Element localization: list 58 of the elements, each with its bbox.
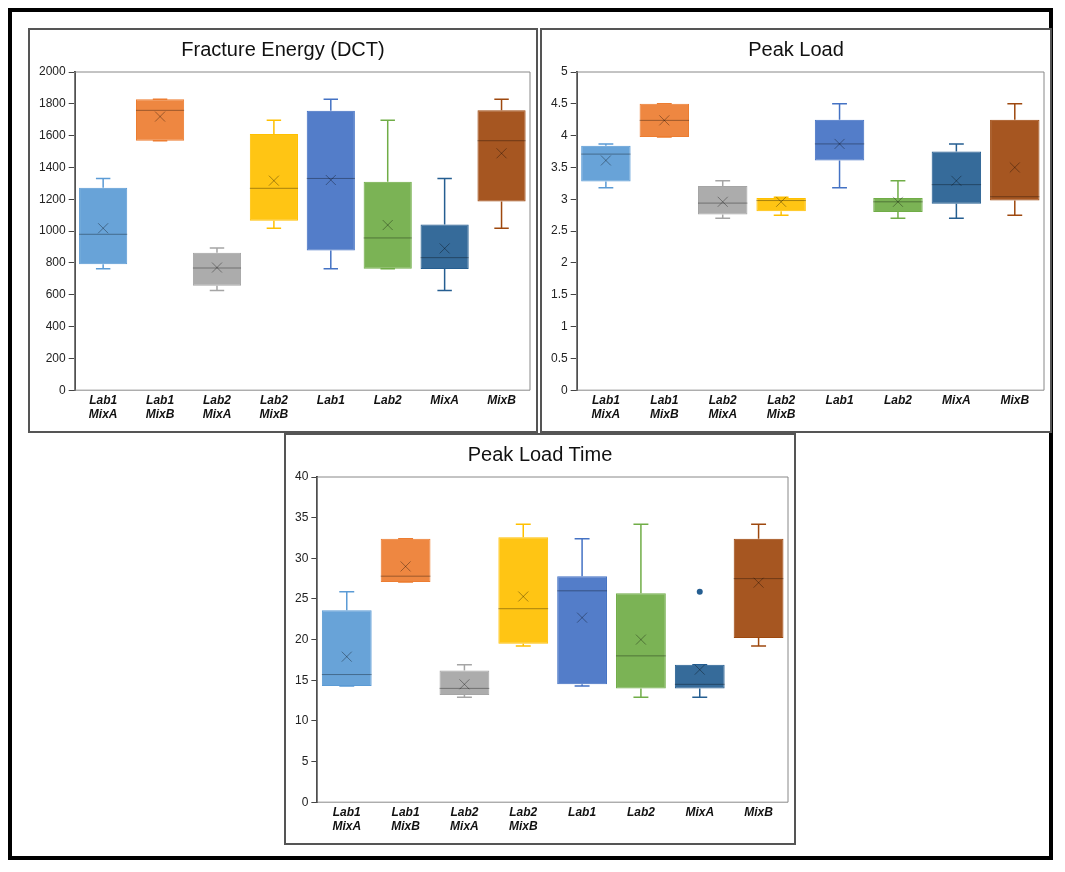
x-tick-label: MixA (430, 392, 459, 407)
x-tick-label: Lab2 MixB (259, 392, 289, 422)
y-tick-label: 2000 (38, 64, 67, 79)
x-tick-label: MixB (744, 804, 774, 819)
y-tick-label: 0.5 (550, 350, 568, 365)
x-tick-label: Lab2 MixA (450, 804, 479, 834)
x-tick-label: Lab2 MixB (766, 392, 796, 422)
x-tick-label: Lab1 MixA (591, 392, 621, 422)
x-tick-label: Lab1 (568, 804, 597, 819)
y-tick-label: 1 (560, 318, 568, 333)
y-tick-label: 1.5 (550, 287, 568, 302)
x-tick-label: Lab1 MixA (88, 392, 118, 422)
y-tick-label: 20 (294, 631, 309, 646)
x-tick-label: Lab2 MixA (202, 392, 232, 422)
y-tick-label: 5 (301, 753, 309, 768)
y-tick-label: 4 (560, 127, 568, 142)
y-tick-label: 1000 (38, 223, 67, 238)
y-tick-label: 0 (59, 382, 67, 397)
y-tick-label: 25 (294, 591, 309, 606)
y-tick-label: 10 (294, 713, 309, 728)
x-tick-label: Lab2 MixA (708, 392, 738, 422)
y-tick-label: 2.5 (550, 223, 568, 238)
y-tick-label: 30 (294, 550, 309, 565)
x-tick-label: Lab2 (883, 392, 913, 407)
x-tick-label: Lab1 (825, 392, 854, 407)
x-tick-label: Lab2 (373, 392, 403, 407)
y-tick-label: 3 (560, 191, 568, 206)
x-tick-label: MixB (1000, 392, 1030, 407)
x-tick-label: Lab2 MixB (508, 804, 538, 834)
chart-title: Peak Load (748, 37, 844, 60)
x-tick-label: MixA (685, 804, 715, 819)
x-tick-label: Lab1 MixB (145, 392, 175, 422)
x-tick-label: MixA (942, 392, 971, 407)
x-tick-label: Lab2 (626, 804, 656, 819)
y-tick-label: 600 (45, 287, 67, 302)
y-tick-label: 0 (301, 794, 309, 809)
y-tick-label: 4.5 (550, 96, 568, 111)
x-tick-label: Lab1 MixB (391, 804, 421, 834)
y-tick-label: 1400 (38, 159, 67, 174)
chart-title: Fracture Energy (DCT) (181, 37, 385, 60)
y-tick-label: 35 (294, 509, 309, 524)
chart-title: Peak Load Time (467, 442, 613, 465)
x-tick-label: Lab1 MixA (332, 804, 362, 834)
y-tick-label: 1600 (38, 127, 67, 142)
y-tick-label: 5 (560, 64, 568, 79)
y-tick-label: 800 (45, 255, 67, 270)
x-tick-label: Lab1 MixB (649, 392, 679, 422)
y-tick-label: 2 (560, 255, 568, 270)
y-tick-label: 400 (45, 318, 67, 333)
y-tick-label: 1200 (38, 191, 67, 206)
y-tick-label: 1800 (38, 96, 67, 111)
y-tick-label: 3.5 (550, 159, 568, 174)
x-tick-label: MixB (487, 392, 517, 407)
y-tick-label: 40 (294, 469, 309, 484)
x-tick-label: Lab1 (316, 392, 346, 407)
y-tick-label: 15 (294, 672, 309, 687)
y-tick-label: 0 (560, 382, 568, 397)
y-tick-label: 200 (45, 350, 67, 365)
